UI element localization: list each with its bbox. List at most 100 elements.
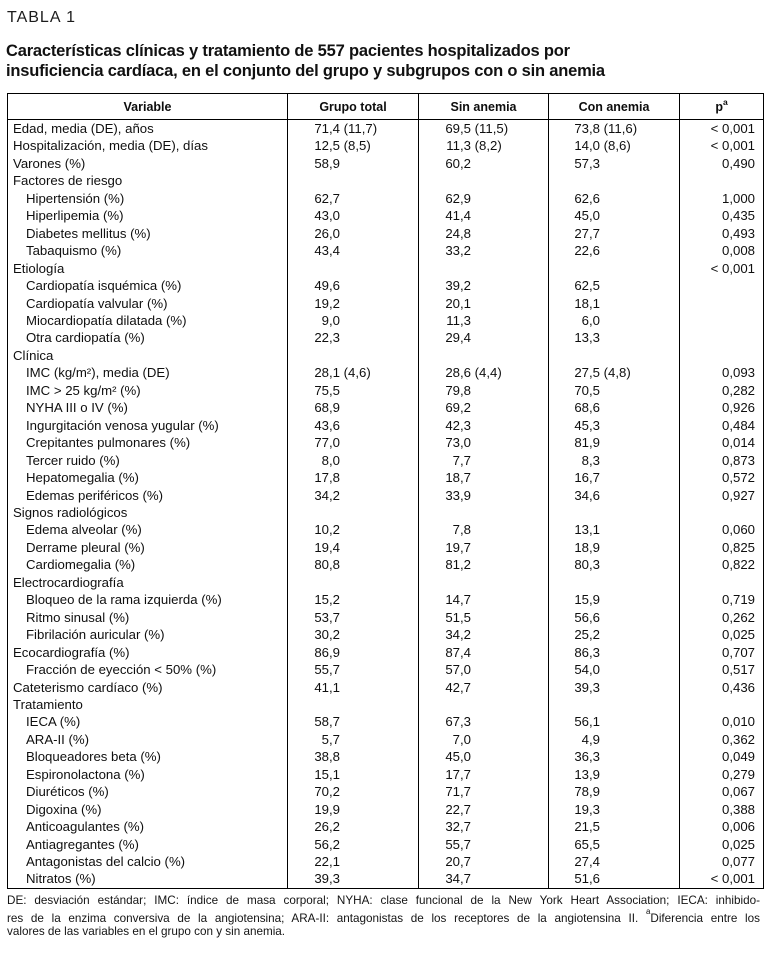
page-title: Características clínicas y tratamiento d… bbox=[6, 41, 605, 81]
integer-part: 71 bbox=[445, 784, 460, 800]
integer-part: 56 bbox=[574, 609, 589, 625]
value-cell: 19,3 bbox=[548, 800, 680, 819]
integer-part: 10 bbox=[314, 522, 329, 538]
value-cell: 7,0 bbox=[418, 730, 549, 749]
variable-label: Tabaquismo (%) bbox=[26, 243, 122, 259]
p-value-cell: < 0,001 bbox=[679, 137, 764, 155]
value-cell: 33,9 bbox=[418, 486, 549, 504]
integer-part: 19 bbox=[314, 295, 329, 311]
table-row: Bloqueo de la rama izquierda (%) 15,2 14,7… bbox=[8, 591, 764, 609]
integer-part: 15 bbox=[574, 592, 589, 608]
table-row: Cardiomegalia (%) 80,8 81,2 80,3 0,822 bbox=[8, 556, 764, 574]
integer-part: 20 bbox=[445, 854, 460, 870]
value-cell: 53,7 bbox=[287, 608, 419, 627]
integer-part: 43 bbox=[314, 208, 329, 224]
value-cell: 12,5 (8,5) bbox=[287, 137, 419, 155]
p-value-cell: 0,926 bbox=[679, 399, 764, 417]
value-cell: 26,0 bbox=[287, 224, 419, 243]
value-cell: 78,9 bbox=[548, 783, 680, 801]
value-cell: 6,0 bbox=[548, 311, 680, 330]
integer-part: 33 bbox=[445, 243, 460, 259]
value-cell: 34,6 bbox=[548, 486, 680, 504]
variable-label: Signos radiológicos bbox=[13, 504, 128, 520]
value-cell bbox=[548, 573, 680, 592]
p-value-cell: 0,014 bbox=[679, 434, 764, 452]
p-value-cell: 0,825 bbox=[679, 538, 764, 557]
value-cell: 68,6 bbox=[548, 399, 680, 417]
p-value-cell: 0,484 bbox=[679, 416, 764, 435]
value-cell: 10,2 bbox=[287, 521, 419, 539]
value-cell: 22,6 bbox=[548, 242, 680, 260]
integer-part: 34 bbox=[314, 487, 329, 503]
integer-part: 41 bbox=[445, 208, 460, 224]
integer-part: 34 bbox=[574, 487, 589, 503]
table-row: IMC > 25 kg/m² (%) 75,5 79,8 70,5 0,282 bbox=[8, 381, 764, 400]
value-cell: 27,7 bbox=[548, 224, 680, 243]
variable-label: Fibrilación auricular (%) bbox=[26, 627, 165, 643]
value-cell: 45,3 bbox=[548, 416, 680, 435]
value-cell: 79,8 bbox=[418, 381, 549, 400]
integer-part: 43 bbox=[314, 417, 329, 433]
value-cell bbox=[418, 573, 549, 592]
table-row: Hipertensión (%) 62,7 62,9 62,6 1,000 bbox=[8, 189, 764, 208]
integer-part: 19 bbox=[445, 539, 460, 555]
integer-part: 62 bbox=[574, 278, 589, 294]
integer-part: 18 bbox=[574, 295, 589, 311]
integer-part: 70 bbox=[314, 784, 329, 800]
integer-part: 19 bbox=[574, 801, 589, 817]
value-cell: 73,8 (11,6) bbox=[548, 119, 680, 138]
value-cell: 29,4 bbox=[418, 329, 549, 347]
p-value-cell bbox=[679, 346, 764, 365]
integer-part: 15 bbox=[314, 766, 329, 782]
value-cell bbox=[287, 172, 419, 190]
integer-part: 41 bbox=[314, 679, 329, 695]
integer-part: 49 bbox=[314, 278, 329, 294]
integer-part: 26 bbox=[314, 819, 329, 835]
integer-part: 65 bbox=[574, 836, 589, 852]
value-cell: 70,2 bbox=[287, 783, 419, 801]
value-cell: 7,8 bbox=[418, 521, 549, 539]
table-row: Varones (%) 58,9 60,2 57,3 0,490 bbox=[8, 154, 764, 173]
variable-label: Diabetes mellitus (%) bbox=[26, 225, 151, 241]
table-row: Diuréticos (%) 70,2 71,7 78,9 0,067 bbox=[8, 783, 764, 801]
value-cell: 49,6 bbox=[287, 277, 419, 295]
integer-part: 27 bbox=[574, 854, 589, 870]
integer-part: 13 bbox=[574, 766, 589, 782]
integer-part: 86 bbox=[314, 644, 329, 660]
value-cell: 19,4 bbox=[287, 538, 419, 557]
table-row: Cardiopatía valvular (%) 19,2 20,1 18,1 bbox=[8, 294, 764, 312]
integer-part: 11 bbox=[446, 312, 460, 328]
value-cell: 22,1 bbox=[287, 853, 419, 871]
integer-part: 80 bbox=[574, 557, 589, 573]
table-row: Anticoagulantes (%) 26,2 32,7 21,5 0,006 bbox=[8, 818, 764, 836]
footnote-line-2: res de la enzima conversiva de la angiot… bbox=[7, 907, 760, 926]
value-cell: 18,1 bbox=[548, 294, 680, 312]
value-cell: 11,3 (8,2) bbox=[418, 137, 549, 155]
table-row: Cardiopatía isquémica (%) 49,6 39,2 62,5 bbox=[8, 277, 764, 295]
table-row: Tercer ruido (%) 8,0 7,7 8,3 0,873 bbox=[8, 451, 764, 470]
page-title-line-2: insuficiencia cardíaca, en el conjunto d… bbox=[6, 62, 605, 80]
integer-part: 28 bbox=[314, 365, 329, 381]
value-cell: 87,4 bbox=[418, 643, 549, 662]
value-cell: 56,1 bbox=[548, 713, 680, 731]
value-cell bbox=[287, 259, 419, 278]
section-row: Clínica bbox=[8, 346, 764, 365]
p-value-cell: 0,025 bbox=[679, 835, 764, 854]
value-cell: 69,5 (11,5) bbox=[418, 119, 549, 138]
value-cell: 17,7 bbox=[418, 765, 549, 784]
integer-part: 78 bbox=[574, 784, 589, 800]
value-cell: 30,2 bbox=[287, 626, 419, 644]
table-row: Edema alveolar (%) 10,2 7,8 13,1 0,060 bbox=[8, 521, 764, 539]
value-cell: 69,2 bbox=[418, 399, 549, 417]
value-cell: 62,5 bbox=[548, 277, 680, 295]
value-cell: 27,5 (4,8) bbox=[548, 364, 680, 382]
integer-part: 56 bbox=[314, 836, 329, 852]
value-cell: 19,9 bbox=[287, 800, 419, 819]
variable-label: Varones (%) bbox=[13, 155, 86, 171]
integer-part: 39 bbox=[574, 679, 589, 695]
integer-part: 13 bbox=[574, 522, 589, 538]
p-value-cell: 0,279 bbox=[679, 765, 764, 784]
variable-label: IMC > 25 kg/m² (%) bbox=[26, 382, 141, 398]
value-cell: 34,7 bbox=[418, 870, 549, 889]
